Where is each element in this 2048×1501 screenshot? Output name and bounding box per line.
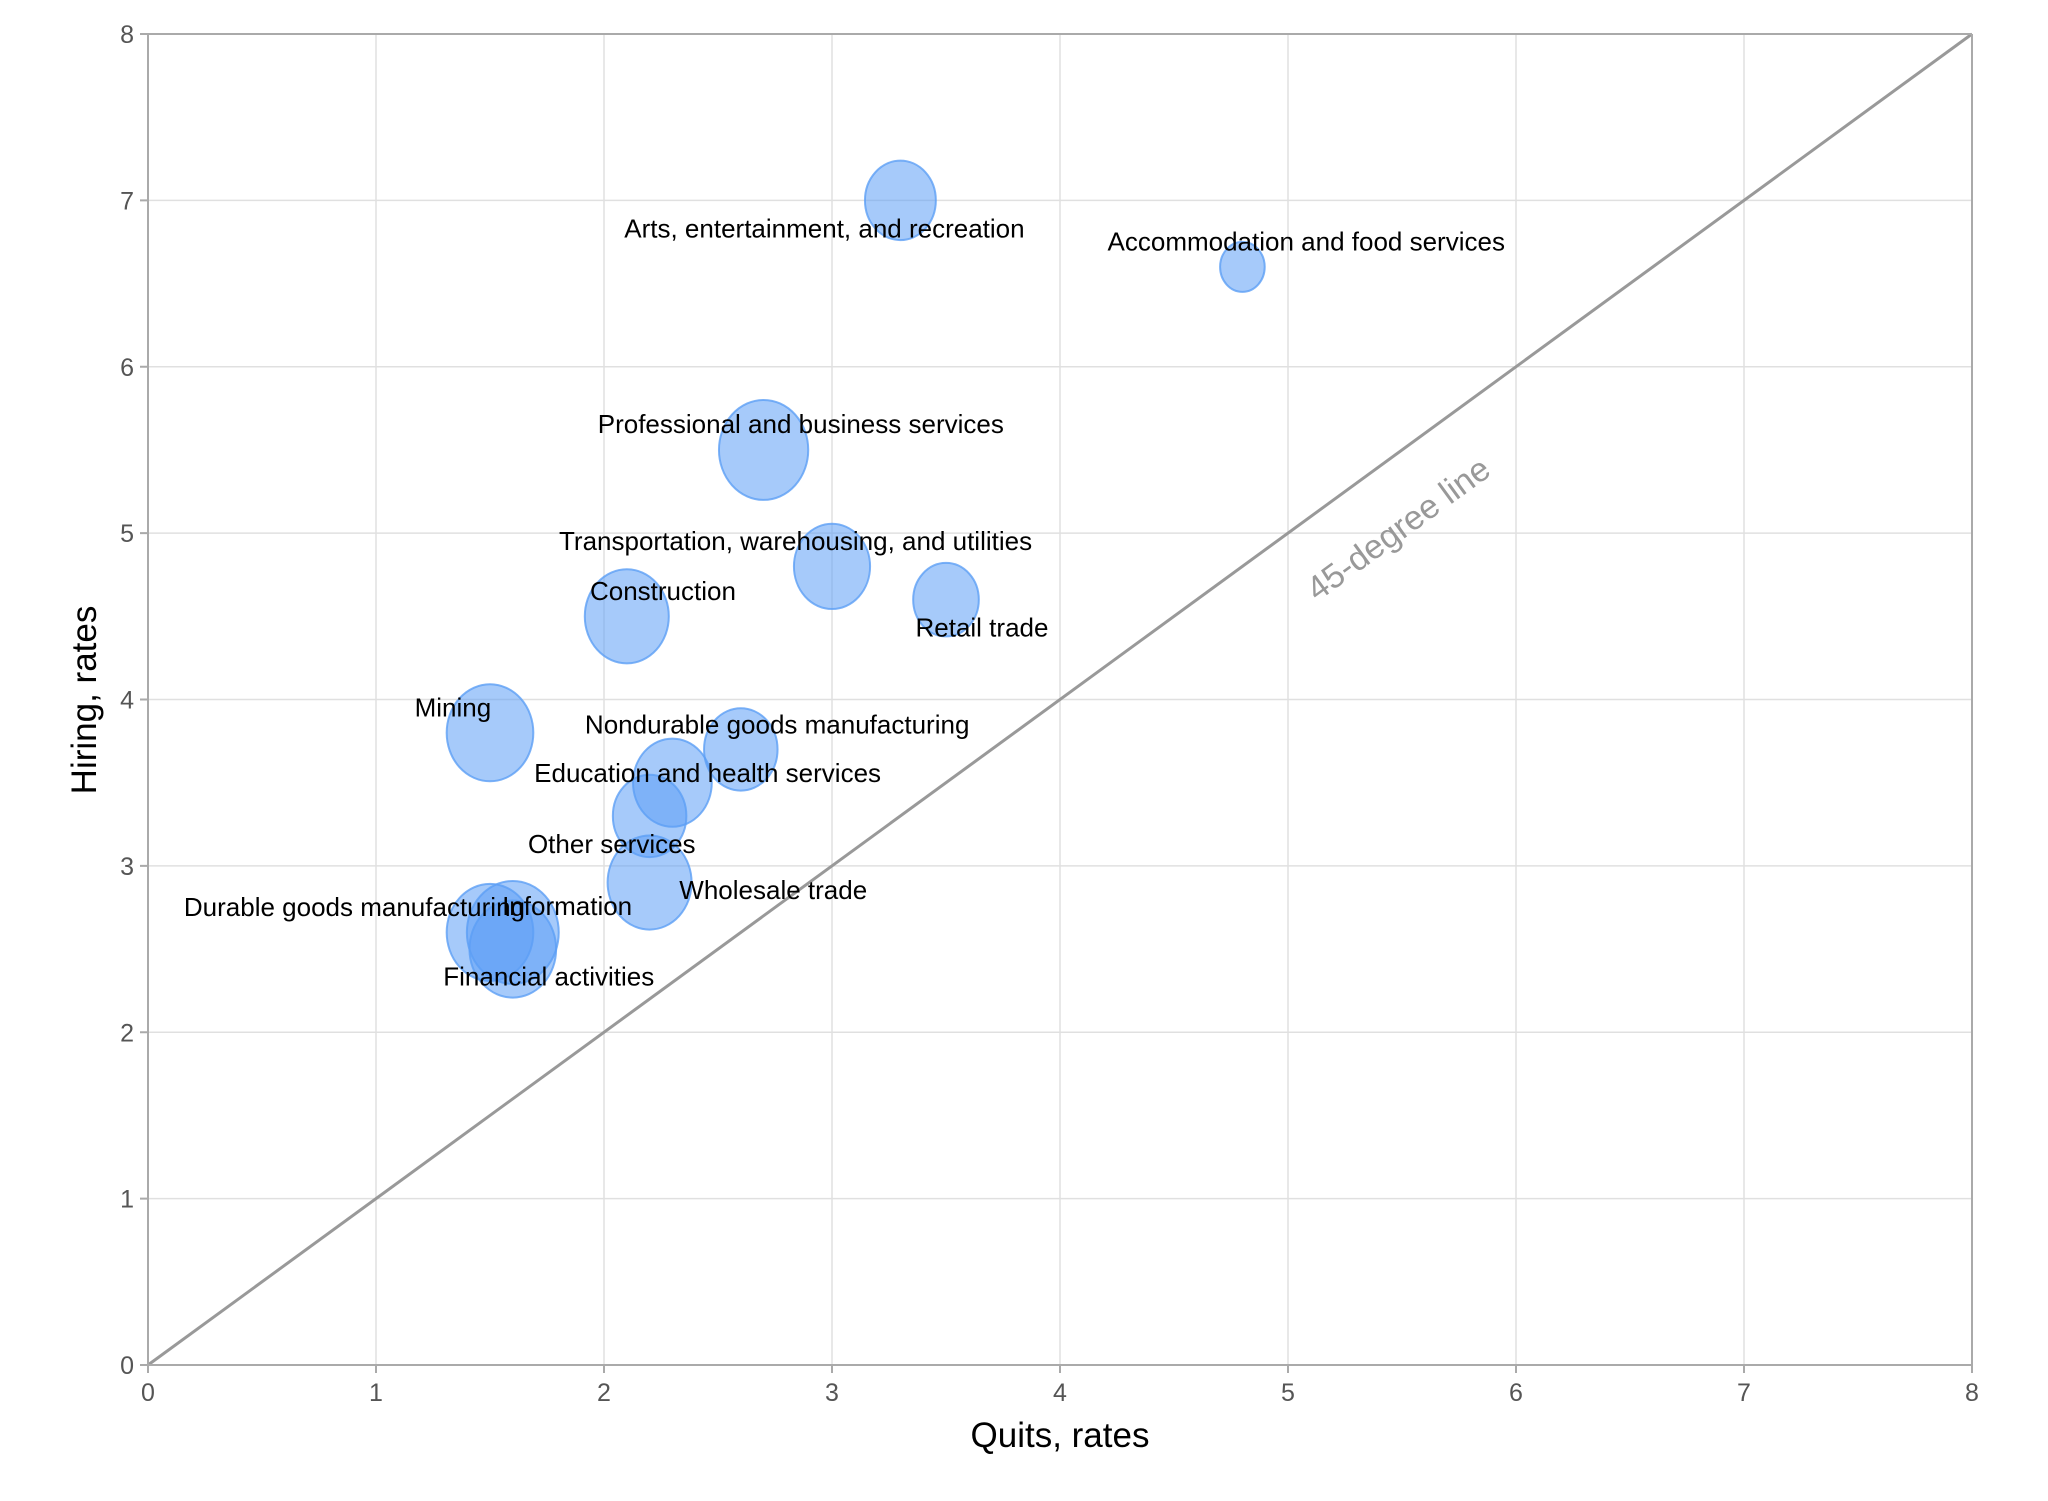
- y-tick-label: 2: [120, 1019, 134, 1047]
- y-tick-label: 7: [120, 187, 134, 215]
- bubble-point: [717, 398, 810, 501]
- point-labels: Arts, entertainment, and recreation Accom…: [184, 213, 1505, 991]
- reference-line: [147, 32, 1973, 1367]
- x-tick-label: 3: [825, 1379, 839, 1407]
- point-label: Other services: [528, 829, 696, 859]
- bubble-point: [445, 683, 535, 783]
- point-label: Mining: [415, 693, 492, 723]
- y-tick-label: 1: [120, 1186, 134, 1214]
- x-tick-label: 8: [1965, 1379, 1979, 1407]
- y-tick-label: 6: [120, 354, 134, 382]
- point-label: Construction: [590, 576, 736, 606]
- reference-line-label: 45-degree line: [1300, 450, 1498, 609]
- bubbles: [445, 159, 1266, 999]
- y-tick-label: 8: [120, 21, 134, 49]
- x-tick-label: 2: [597, 1379, 611, 1407]
- bubble-point: [583, 568, 670, 665]
- x-tick-label: 4: [1053, 1379, 1067, 1407]
- point-label: Information: [502, 891, 632, 921]
- y-tick-label: 4: [120, 687, 134, 715]
- x-tick-label: 6: [1509, 1379, 1523, 1407]
- point-label: Education and health services: [534, 758, 881, 788]
- point-label: Arts, entertainment, and recreation: [624, 213, 1024, 243]
- point-label: Durable goods manufacturing: [184, 892, 525, 922]
- y-tick-label: 3: [120, 853, 134, 881]
- point-label: Wholesale trade: [679, 875, 867, 905]
- bubble-point: [703, 707, 779, 792]
- bubble-point: [606, 834, 693, 931]
- bubble-point: [863, 159, 937, 242]
- point-label: Transportation, warehousing, and utiliti…: [559, 526, 1032, 556]
- y-axis-title: Hiring, rates: [65, 606, 104, 795]
- x-tick-label: 1: [369, 1379, 383, 1407]
- y-tick-label: 0: [120, 1352, 134, 1380]
- bubble-point: [468, 899, 558, 999]
- point-label: Nondurable goods manufacturing: [585, 710, 969, 740]
- point-label: Retail trade: [915, 613, 1048, 643]
- point-label: Professional and business services: [598, 409, 1004, 439]
- point-label: Accommodation and food services: [1108, 227, 1505, 257]
- y-tick-label: 5: [120, 520, 134, 548]
- bubble-point: [1219, 240, 1266, 293]
- axes: 0 1 2 3 4 5 6 7 8 0 1 2 3 4 5 6 7 8: [120, 21, 1979, 1407]
- x-axis-title: Quits, rates: [971, 1416, 1150, 1455]
- x-tick-label: 5: [1281, 1379, 1295, 1407]
- bubble-point: [912, 561, 980, 638]
- x-tick-label: 7: [1737, 1379, 1751, 1407]
- x-tick-label: 0: [141, 1379, 155, 1407]
- bubble-point: [792, 522, 872, 611]
- point-label: Financial activities: [443, 962, 654, 992]
